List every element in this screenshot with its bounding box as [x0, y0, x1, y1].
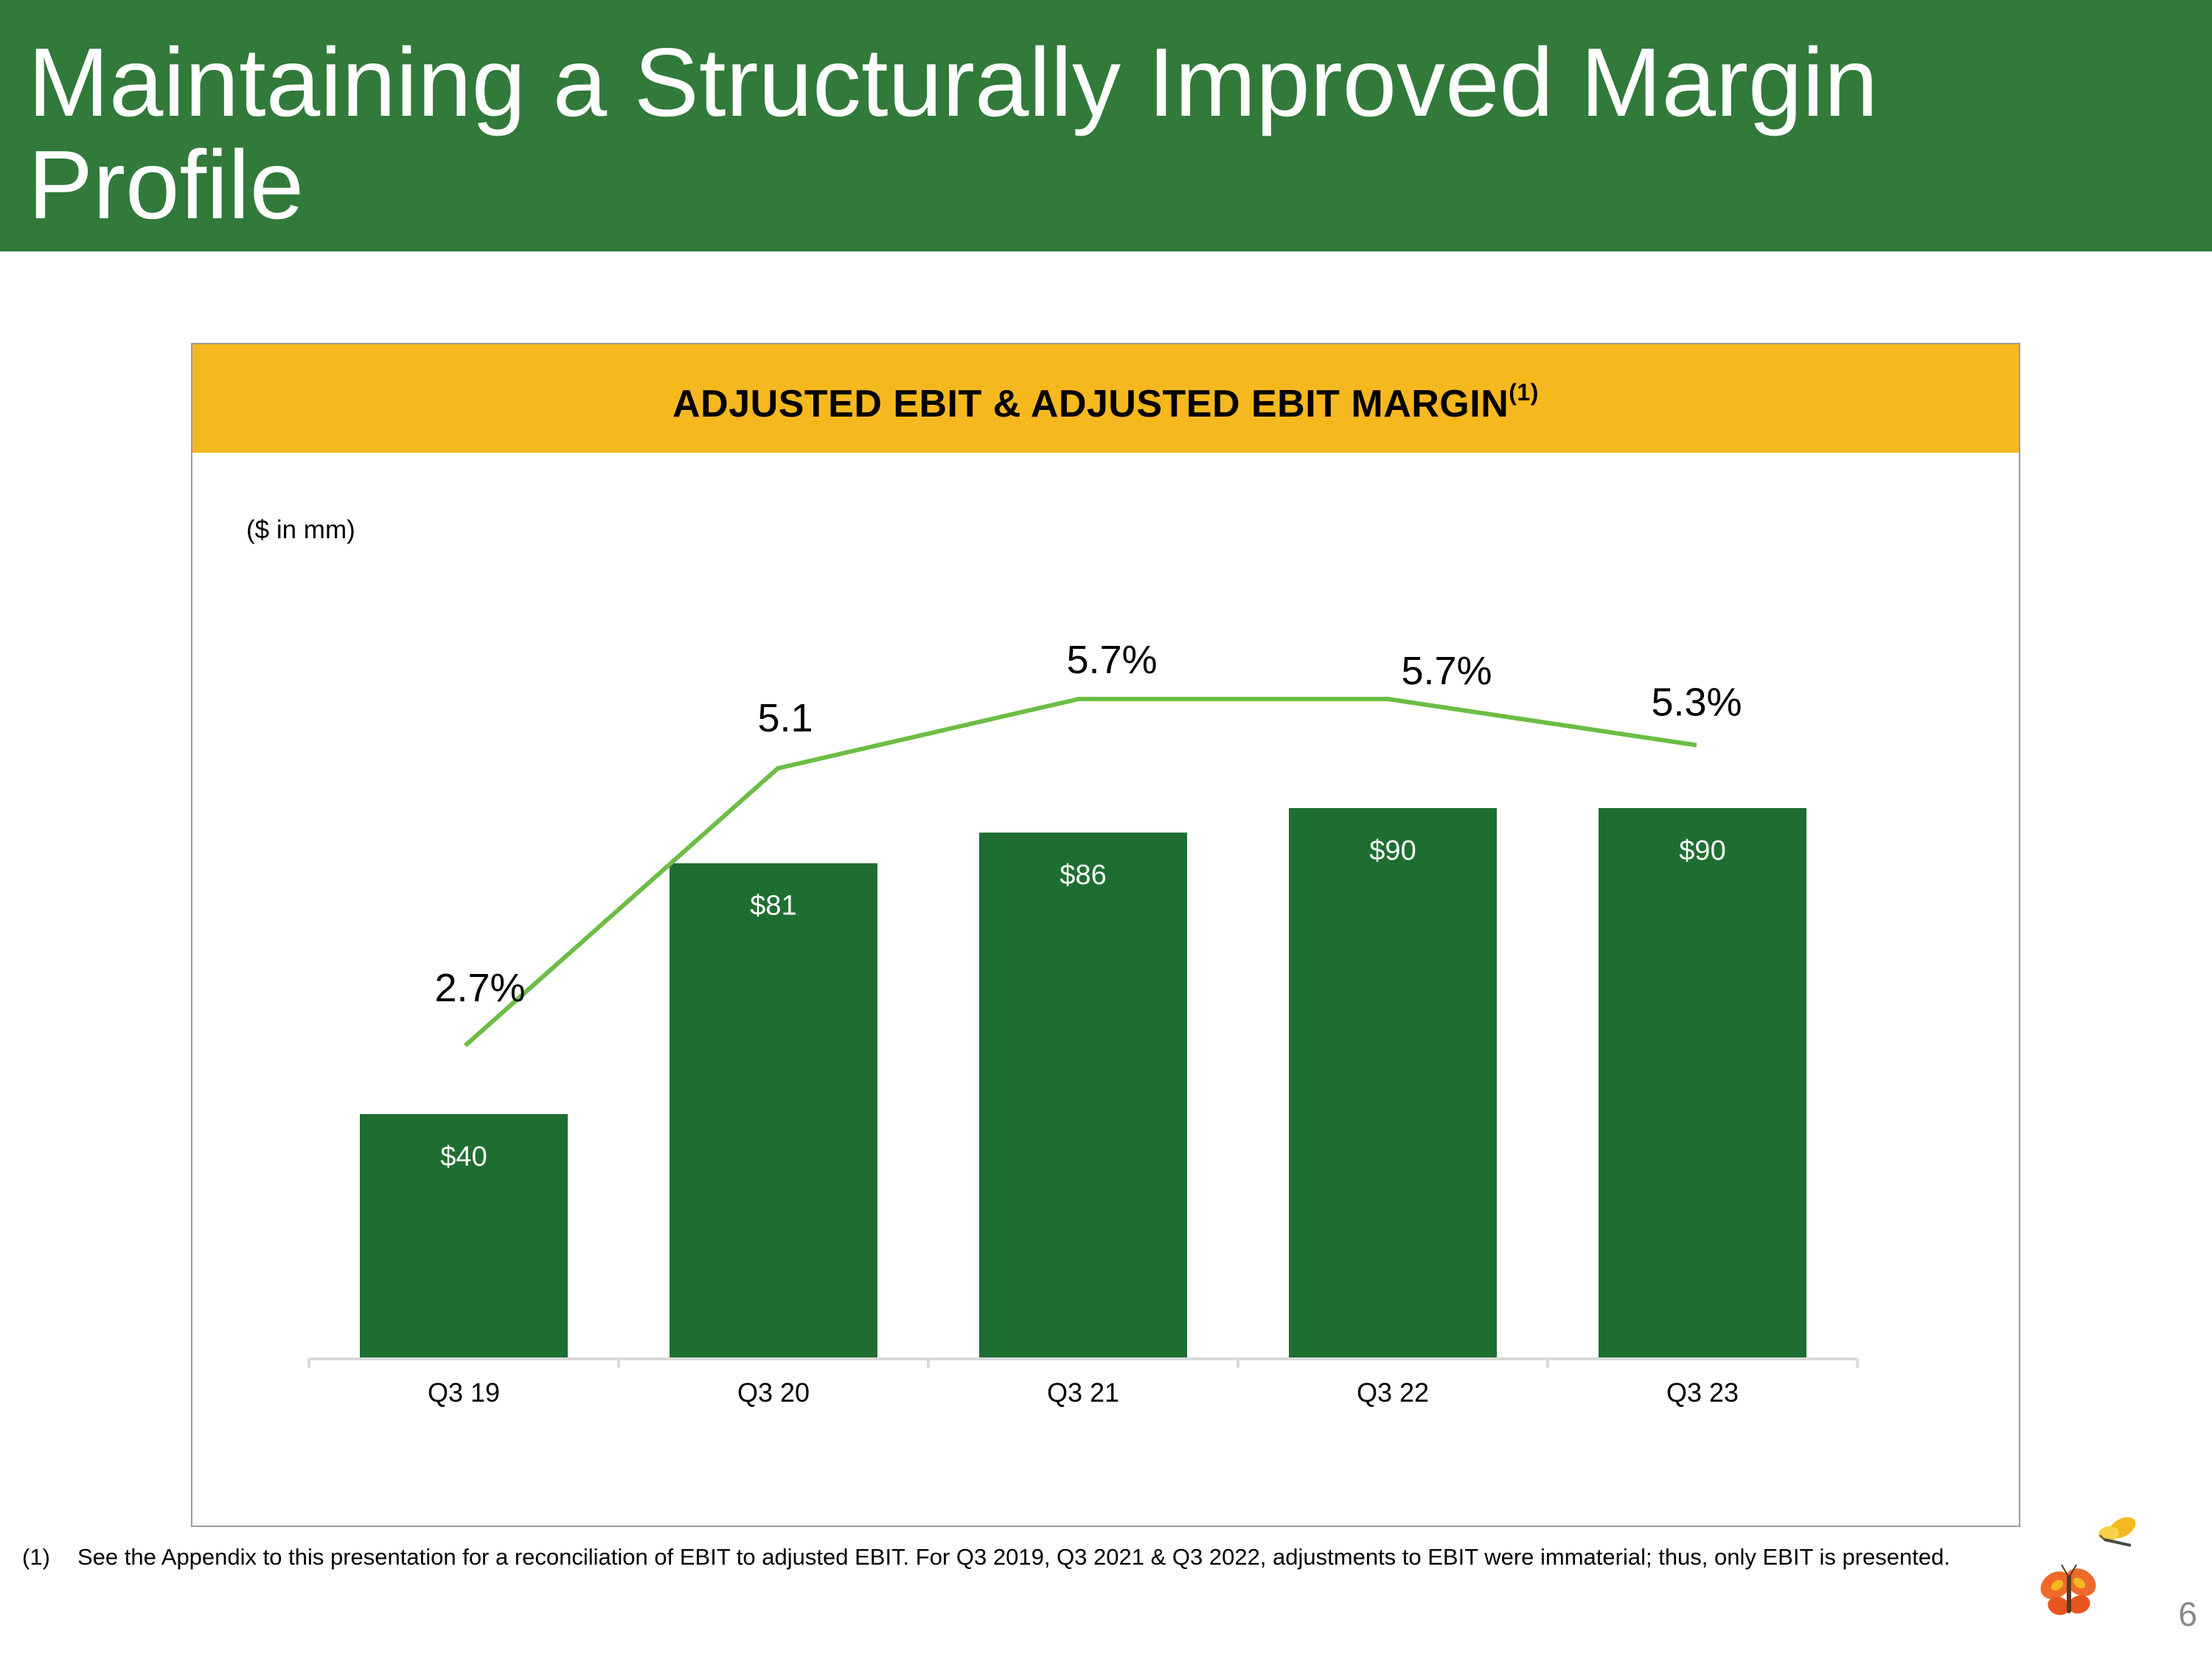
bar-q3-22	[1289, 808, 1497, 1359]
chart-title: ADJUSTED EBIT & ADJUSTED EBIT MARGIN(1)	[192, 379, 2019, 426]
chart-title-footnote-marker: (1)	[1509, 379, 1539, 406]
bar-value-label: $81	[750, 891, 796, 922]
x-tick-label: Q3 20	[737, 1377, 810, 1408]
footnote-text: See the Appendix to this presentation fo…	[77, 1544, 1950, 1570]
x-tick-label: Q3 22	[1357, 1377, 1429, 1408]
margin-value-label: 5.3%	[1651, 681, 1742, 725]
x-tick-label: Q3 23	[1666, 1377, 1739, 1408]
margin-value-label: 5.1	[757, 696, 813, 740]
chart-title-text: ADJUSTED EBIT & ADJUSTED EBIT MARGIN	[672, 383, 1509, 425]
x-tick-label: Q3 19	[428, 1377, 500, 1408]
margin-value-label: 5.7%	[1066, 638, 1157, 682]
x-tick-label: Q3 21	[1047, 1377, 1119, 1408]
small-butterfly-icon	[2098, 1517, 2136, 1547]
bar-value-label: $40	[440, 1141, 487, 1172]
butterfly-logo-icon	[2040, 1517, 2136, 1615]
bar-q3-20	[669, 863, 877, 1359]
header-band	[0, 0, 2212, 251]
bar-q3-19	[360, 1114, 568, 1359]
bar-value-label: $86	[1060, 860, 1106, 891]
large-butterfly-icon	[2040, 1564, 2096, 1615]
margin-value-label: 5.7%	[1401, 649, 1492, 693]
bar-value-label: $90	[1679, 835, 1725, 866]
bar-q3-23	[1599, 808, 1806, 1359]
slide-title: Maintaining a Structurally Improved Marg…	[28, 28, 1879, 239]
footnote-marker: (1)	[22, 1544, 50, 1570]
units-note: ($ in mm)	[246, 515, 355, 544]
bar-value-label: $90	[1369, 835, 1416, 866]
chart-banner	[192, 344, 2019, 453]
margin-series-line	[464, 697, 1697, 1048]
margin-value-label: 2.7%	[434, 966, 525, 1010]
page-number: 6	[2178, 1595, 2197, 1633]
bar-q3-21	[979, 832, 1187, 1359]
